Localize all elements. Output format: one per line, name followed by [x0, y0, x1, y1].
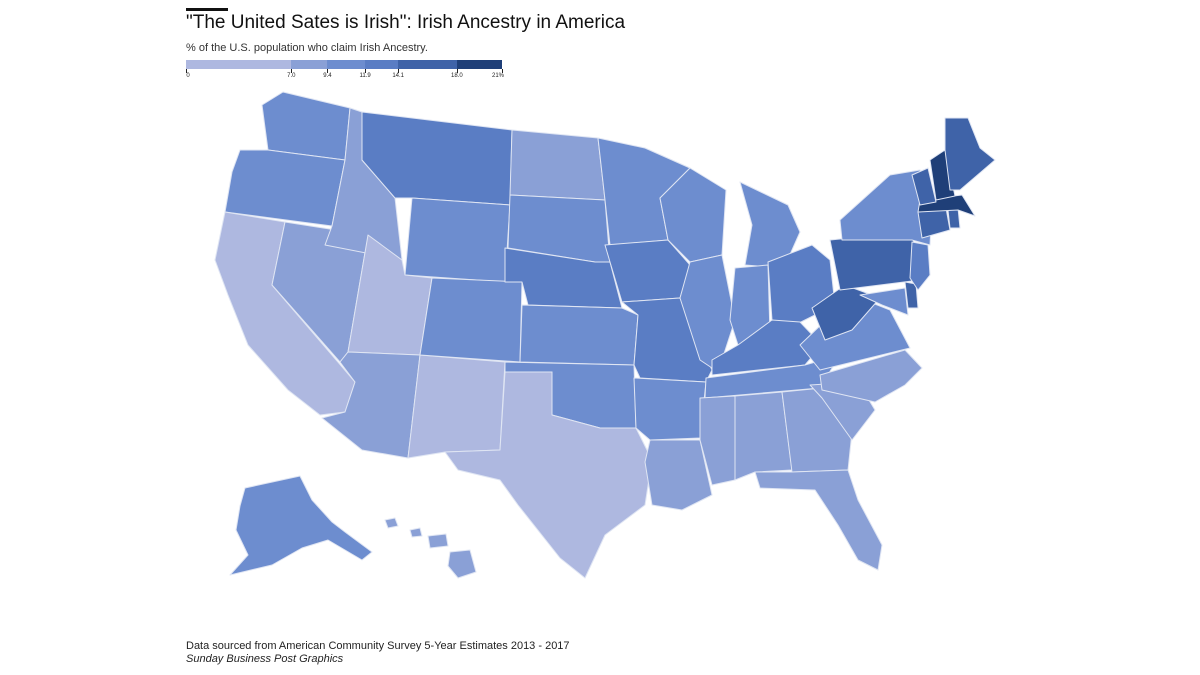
state-wy — [404, 197, 511, 283]
legend-swatch — [456, 60, 502, 69]
state-ar — [633, 377, 707, 441]
graphics-credit: Sunday Business Post Graphics — [186, 653, 344, 665]
state-co — [419, 277, 523, 363]
state-ms — [699, 395, 736, 486]
legend-swatch — [365, 60, 399, 69]
legend-tick — [502, 69, 503, 73]
state-pa — [829, 231, 921, 291]
state-fl — [754, 469, 883, 571]
state-ak — [229, 475, 373, 576]
state-nh — [929, 149, 956, 201]
state-vt — [911, 167, 937, 206]
state-nm — [407, 354, 506, 459]
state-al — [734, 391, 793, 481]
state-wa — [261, 91, 351, 161]
legend-swatch — [398, 60, 457, 69]
state-az — [321, 351, 421, 459]
state-nc — [819, 349, 923, 403]
state-de — [904, 281, 919, 309]
legend-tick — [398, 69, 400, 73]
state-tx — [444, 371, 653, 579]
legend-tick — [456, 69, 458, 73]
legend-swatch — [327, 60, 366, 69]
state-tn — [704, 354, 841, 399]
state-ri — [947, 207, 961, 229]
state-ks — [519, 304, 639, 366]
legend-swatch — [291, 60, 328, 69]
legend-swatch — [186, 60, 292, 69]
data-source-note: Data sourced from American Community Sur… — [186, 640, 570, 652]
page-title: "The United Sates is Irish": Irish Ances… — [186, 12, 626, 33]
legend-tick-label: 7.0 — [287, 73, 296, 79]
legend-tick-label: 21% — [491, 73, 505, 79]
state-la — [644, 439, 713, 511]
legend-tick — [186, 69, 187, 73]
page-subtitle: % of the U.S. population who claim Irish… — [186, 42, 428, 54]
legend-tick-label: 11.9 — [359, 73, 371, 79]
legend-tick-label: 9.4 — [323, 73, 332, 79]
state-ky — [711, 319, 823, 376]
legend-tick — [327, 69, 329, 73]
legend-tick — [291, 69, 293, 73]
state-nj — [909, 241, 931, 291]
legend-tick-label: 14.1 — [392, 73, 404, 79]
state-md — [859, 287, 909, 316]
state-me — [944, 117, 996, 191]
state-hi — [384, 517, 477, 579]
title-rule — [186, 8, 228, 11]
state-ct — [917, 207, 951, 239]
legend-tick — [365, 69, 367, 73]
state-nd — [509, 129, 606, 201]
legend-tick-label: 0 — [186, 73, 190, 79]
legend-tick-label: 18.0 — [451, 73, 463, 79]
color-legend: 0 7.0 9.4 11.9 14.1 18.0 21% — [186, 58, 505, 84]
